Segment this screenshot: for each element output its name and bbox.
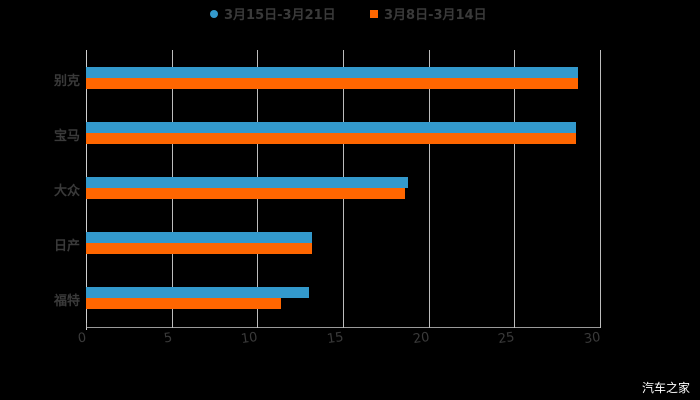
bar-series1[interactable] <box>86 287 309 298</box>
legend-item-series1: 3月15日-3月21日 <box>210 4 336 23</box>
watermark: 汽车之家 <box>641 381 690 395</box>
x-tick <box>428 323 430 328</box>
category-label: 别克 <box>53 74 80 89</box>
bar-series2[interactable] <box>86 243 313 254</box>
x-tick <box>171 323 173 328</box>
bar-series2[interactable] <box>86 188 405 199</box>
plot-area <box>86 50 601 330</box>
x-tick <box>514 323 516 328</box>
bar-series2[interactable] <box>86 298 282 309</box>
category-label: 福特 <box>53 294 80 309</box>
category-label: 大众 <box>53 184 80 199</box>
gridline <box>600 50 601 325</box>
legend-item-series2: 3月8日-3月14日 <box>370 4 487 23</box>
bar-series1[interactable] <box>86 122 576 133</box>
legend-label: 3月15日-3月21日 <box>224 8 336 23</box>
x-tick-label: 15 <box>326 329 345 348</box>
category-label: 日产 <box>53 239 80 254</box>
bar-series1[interactable] <box>86 67 578 78</box>
bar-series2[interactable] <box>86 133 576 144</box>
x-tick <box>343 323 344 328</box>
legend-marker-orange <box>370 9 378 18</box>
bar-series1[interactable] <box>86 232 313 243</box>
x-tick-label: 30 <box>583 329 602 348</box>
x-tick <box>257 323 259 328</box>
x-tick-label: 0 <box>76 330 88 347</box>
gridline <box>514 50 516 325</box>
legend-marker-blue <box>210 9 218 18</box>
bar-series2[interactable] <box>86 78 578 89</box>
legend-label: 3月8日-3月14日 <box>384 8 487 23</box>
gridline <box>428 50 430 325</box>
x-tick-label: 20 <box>411 329 431 348</box>
chart-legend: 3月15日-3月21日 3月8日-3月14日 <box>0 4 700 24</box>
category-label: 宝马 <box>53 129 80 144</box>
x-tick-label: 25 <box>497 329 516 348</box>
bar-series1[interactable] <box>86 177 409 188</box>
x-tick-label: 10 <box>240 329 259 348</box>
x-tick-label: 5 <box>162 330 173 347</box>
x-tick <box>86 323 87 328</box>
x-tick <box>600 323 601 328</box>
